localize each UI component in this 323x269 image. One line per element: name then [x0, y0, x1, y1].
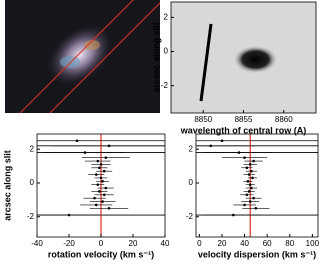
x-axis-label: rotation velocity (km s⁻¹) — [48, 249, 154, 259]
y-tick-label: 2 — [189, 144, 194, 153]
data-point — [75, 139, 79, 143]
data-point — [247, 190, 251, 193]
data-point — [220, 139, 224, 143]
x-tick-label: 8855 — [235, 115, 253, 124]
y-tick-label: 0 — [30, 178, 35, 187]
x-axis-label: velocity dispersion (km s⁻¹) — [198, 249, 316, 259]
data-point — [243, 203, 246, 207]
x-tick-label: 40 — [240, 239, 249, 248]
data-point — [99, 176, 103, 180]
data-point — [94, 173, 98, 176]
sky-line — [199, 23, 213, 102]
x-tick-label: 20 — [129, 239, 138, 248]
data-point — [248, 183, 252, 186]
data-point — [93, 196, 96, 200]
data-point — [104, 156, 108, 159]
data-point — [248, 200, 252, 203]
data-point — [107, 144, 111, 148]
data-point — [252, 159, 255, 163]
x-tick-label: 0 — [197, 239, 202, 248]
data-point — [237, 151, 241, 154]
y-tick-label: 2 — [30, 144, 35, 153]
y-tick-label: -2 — [161, 81, 169, 90]
y-tick-label: -2 — [27, 212, 35, 221]
x-tick-label: 8850 — [194, 115, 212, 124]
data-point — [209, 144, 212, 148]
y-axis-label: arcsec along slit — [151, 22, 161, 93]
data-point — [83, 151, 87, 154]
x-tick-label: 8860 — [275, 115, 293, 124]
x-axis-label: wavelength of central row (A) — [180, 125, 307, 135]
data-point — [250, 169, 253, 173]
data-point — [254, 206, 258, 210]
x-tick-label: 20 — [218, 239, 227, 248]
x-tick-label: 0 — [99, 239, 104, 248]
axes-frame — [195, 133, 319, 238]
data-point — [252, 196, 255, 200]
y-axis-label: arcsec along slit — [2, 150, 12, 221]
x-tick-label: 40 — [161, 239, 170, 248]
data-point — [246, 179, 250, 183]
x-tick-label: -40 — [31, 239, 43, 248]
data-point — [102, 169, 106, 173]
data-point — [104, 186, 108, 190]
data-point — [94, 203, 98, 207]
data-point — [98, 166, 101, 170]
data-point — [250, 186, 253, 190]
data-point — [248, 163, 252, 166]
y-tick-label: 0 — [164, 47, 169, 56]
data-point — [245, 166, 249, 170]
plot-area — [196, 134, 318, 237]
galaxy-image — [5, 0, 160, 113]
data-point — [98, 190, 101, 193]
data-point — [99, 163, 103, 166]
data-point — [245, 193, 249, 197]
data-point — [251, 176, 254, 180]
x-tick-label: -20 — [63, 239, 75, 248]
data-point — [247, 173, 251, 176]
data-point — [96, 159, 100, 163]
data-point — [101, 200, 104, 203]
x-tick-label: 60 — [263, 239, 272, 248]
data-point — [96, 183, 100, 186]
plot-area — [37, 134, 165, 237]
y-tick-label: 2 — [164, 12, 169, 21]
data-point — [107, 206, 111, 210]
data-point — [101, 179, 104, 183]
data-point — [67, 213, 71, 217]
x-tick-label: 100 — [306, 239, 320, 248]
data-point — [231, 213, 235, 217]
x-tick-label: 80 — [285, 239, 294, 248]
y-tick-label: 0 — [189, 178, 194, 187]
emission-blob — [233, 45, 278, 74]
y-tick-label: -2 — [186, 212, 194, 221]
data-point — [243, 156, 246, 159]
data-point — [102, 193, 106, 197]
